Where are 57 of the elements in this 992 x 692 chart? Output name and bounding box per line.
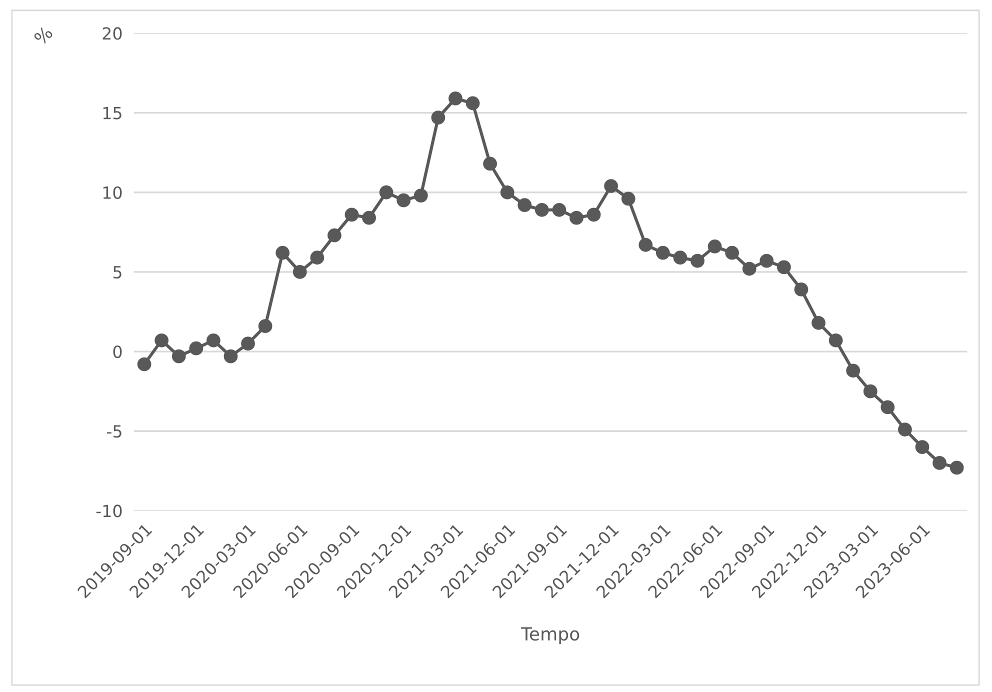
point [863, 384, 878, 398]
point [137, 357, 152, 372]
point [586, 208, 601, 222]
point [812, 316, 826, 330]
point [932, 456, 946, 470]
point [898, 422, 912, 436]
point [708, 240, 722, 254]
point [206, 333, 220, 348]
x-axis-title: Tempo [520, 627, 580, 644]
point [604, 179, 618, 193]
point [880, 400, 895, 414]
point [292, 265, 307, 279]
y-axis-title: % [33, 25, 54, 46]
y-tick-label: 10 [103, 186, 122, 199]
point [552, 202, 566, 217]
point [154, 333, 169, 348]
point [466, 96, 480, 110]
point [777, 260, 791, 274]
point [328, 228, 342, 242]
point [379, 185, 394, 200]
point [310, 250, 324, 265]
point [241, 336, 255, 351]
point [570, 210, 584, 225]
point [396, 193, 411, 208]
y-tick-label: 0 [113, 346, 122, 358]
point [224, 349, 238, 364]
point [725, 246, 740, 260]
y-tick-label: 20 [102, 27, 122, 40]
point [189, 341, 204, 356]
y-tick-label: -5 [107, 425, 122, 438]
point [794, 282, 808, 296]
point [518, 198, 532, 212]
y-tick-label: 15 [103, 106, 122, 120]
point [760, 254, 774, 268]
point [276, 246, 290, 260]
point [656, 246, 670, 260]
point [621, 192, 636, 206]
point [258, 319, 272, 334]
y-tick-label: 5 [113, 266, 122, 279]
point [742, 262, 756, 276]
point [534, 202, 549, 217]
point [344, 208, 359, 222]
point [638, 238, 653, 252]
point [828, 333, 843, 348]
point [500, 185, 514, 200]
point [483, 156, 497, 171]
point [448, 92, 462, 106]
point [431, 110, 446, 125]
point [362, 210, 376, 225]
point [846, 364, 860, 378]
y-tick-label: -10 [96, 504, 122, 518]
point [673, 250, 688, 265]
point [172, 349, 186, 364]
point [690, 254, 704, 268]
point [915, 440, 930, 454]
point [414, 188, 428, 203]
point [950, 460, 964, 475]
